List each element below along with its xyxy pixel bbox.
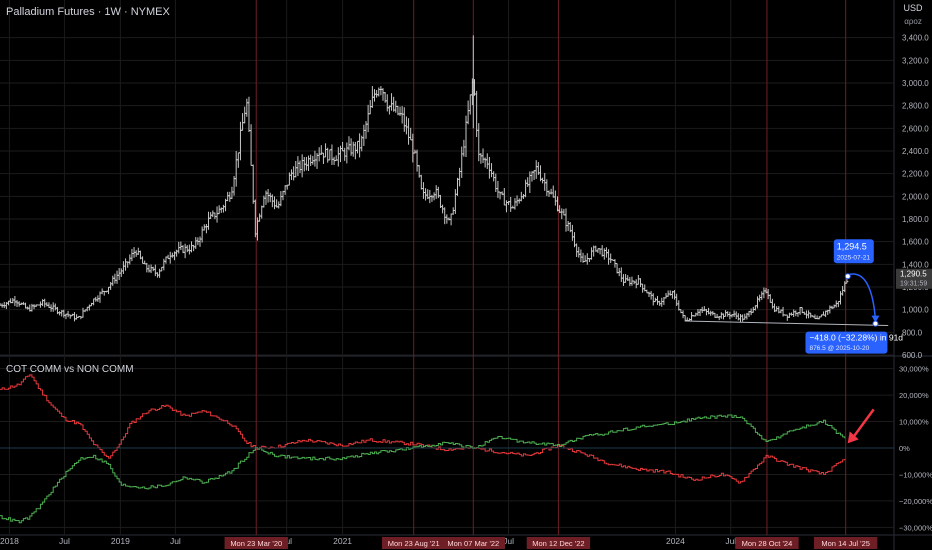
time-axis[interactable]: 2018Jul2019JulJul2021Jul2024JulMon 23 Ma… [0, 536, 878, 549]
indicator-tick-label: 30,000% [899, 365, 929, 374]
time-marker-label: Mon 23 Aug '21 [388, 539, 440, 548]
noncomm-series-line[interactable] [0, 414, 846, 524]
arrow-head [847, 431, 859, 444]
measure-arrowhead [871, 315, 880, 323]
measure-start-date: 2025-07-21 [837, 254, 871, 261]
indicator-tick-label: −20,000% [899, 497, 932, 506]
price-tick-label: 2,800.0 [902, 102, 929, 111]
price-tick-label: 3,400.0 [902, 34, 929, 43]
price-axis[interactable]: 3,400.0 3,200.0 3,000.0 2,800.0 2,600.0 2,400… [896, 34, 932, 360]
support-line[interactable] [684, 320, 889, 327]
measure-tool[interactable]: 1,294.5 2025-07-21 −418.0 (−32.28%) in 91d… [805, 239, 903, 354]
time-tick-label: 2019 [111, 536, 130, 546]
price-tick-label: 600.0 [902, 351, 923, 360]
annotation-arrow[interactable] [847, 408, 875, 444]
indicator-tick-label: 20,000% [899, 391, 929, 400]
indicator-title[interactable]: COT COMM vs NON COMM [6, 364, 134, 375]
indicator-tick-label: 0% [899, 444, 910, 453]
time-marker-label: Mon 07 Mar '22 [447, 539, 499, 548]
comm-series-line[interactable] [0, 374, 846, 484]
measure-start-price: 1,294.5 [837, 241, 867, 251]
time-marker-tag[interactable] [382, 537, 446, 549]
currency-label[interactable]: USD [903, 3, 923, 13]
scale-mode-label[interactable]: αροz [904, 17, 922, 26]
indicator-tick-label: −30,000% [899, 523, 932, 532]
time-marker-tag[interactable] [735, 537, 799, 549]
price-tick-label: 2,200.0 [902, 170, 929, 179]
price-tick-label: 1,600.0 [902, 238, 929, 247]
time-marker-tag[interactable] [526, 537, 591, 549]
price-tick-label: 1,800.0 [902, 215, 929, 224]
measure-start-box[interactable] [833, 239, 874, 264]
chart-title[interactable]: Palladium Futures · 1W · NYMEX [6, 6, 170, 18]
arrow-shaft[interactable] [850, 408, 875, 441]
measure-start-dot[interactable] [844, 273, 851, 280]
price-tick-label: 2,600.0 [902, 124, 929, 133]
indicator-tick-label: 10,000% [899, 418, 929, 427]
support-trendline[interactable] [684, 320, 889, 327]
last-price-tag[interactable] [896, 268, 932, 289]
price-tick-label: 2,000.0 [902, 192, 929, 201]
measure-change-text: −418.0 (−32.28%) in 91d [809, 333, 903, 343]
last-price-label: 1,290.5 [900, 270, 927, 279]
time-marker-label: Mon 14 Jul '25 [821, 539, 870, 548]
time-tick-label: 2018 [0, 536, 19, 546]
price-tick-label: 2,400.0 [902, 147, 929, 156]
time-tick-label: Jul [59, 536, 70, 546]
price-tick-label: 3,200.0 [902, 56, 929, 65]
measure-result-box[interactable] [805, 331, 888, 354]
time-marker-tag[interactable] [441, 537, 505, 549]
time-tick-label: Jul [725, 536, 736, 546]
time-tick-label: 2021 [333, 536, 352, 546]
price-tick-label: 3,000.0 [902, 79, 929, 88]
countdown-label: 19:31:59 [900, 281, 927, 288]
time-marker-label: Mon 12 Dec '22 [532, 539, 584, 548]
price-candles[interactable] [0, 35, 849, 323]
cot-indicator-lines[interactable] [0, 374, 894, 524]
time-tick-label: Jul [503, 536, 514, 546]
price-tick-label: 1,000.0 [902, 306, 929, 315]
time-marker-label: Mon 28 Oct '24 [742, 539, 793, 548]
measure-end-dot[interactable] [872, 320, 879, 327]
indicator-tick-label: −10,000% [899, 470, 932, 479]
time-marker-tag[interactable] [813, 537, 878, 549]
price-tick-label: 1,400.0 [902, 260, 929, 269]
time-tick-label: 2024 [666, 536, 685, 546]
measure-curve[interactable] [849, 273, 877, 320]
time-tick-label: Jul [170, 536, 181, 546]
price-tick-label: 800.0 [902, 328, 923, 337]
time-marker-tag[interactable] [224, 537, 288, 549]
measure-target-text: 876.5 @ 2025-10-20 [809, 345, 869, 352]
time-marker-label: Mon 23 Mar '20 [230, 539, 282, 548]
indicator-axis[interactable]: 30,000% 20,000% 10,000% 0% −10,000% −20,000% −… [899, 365, 932, 533]
